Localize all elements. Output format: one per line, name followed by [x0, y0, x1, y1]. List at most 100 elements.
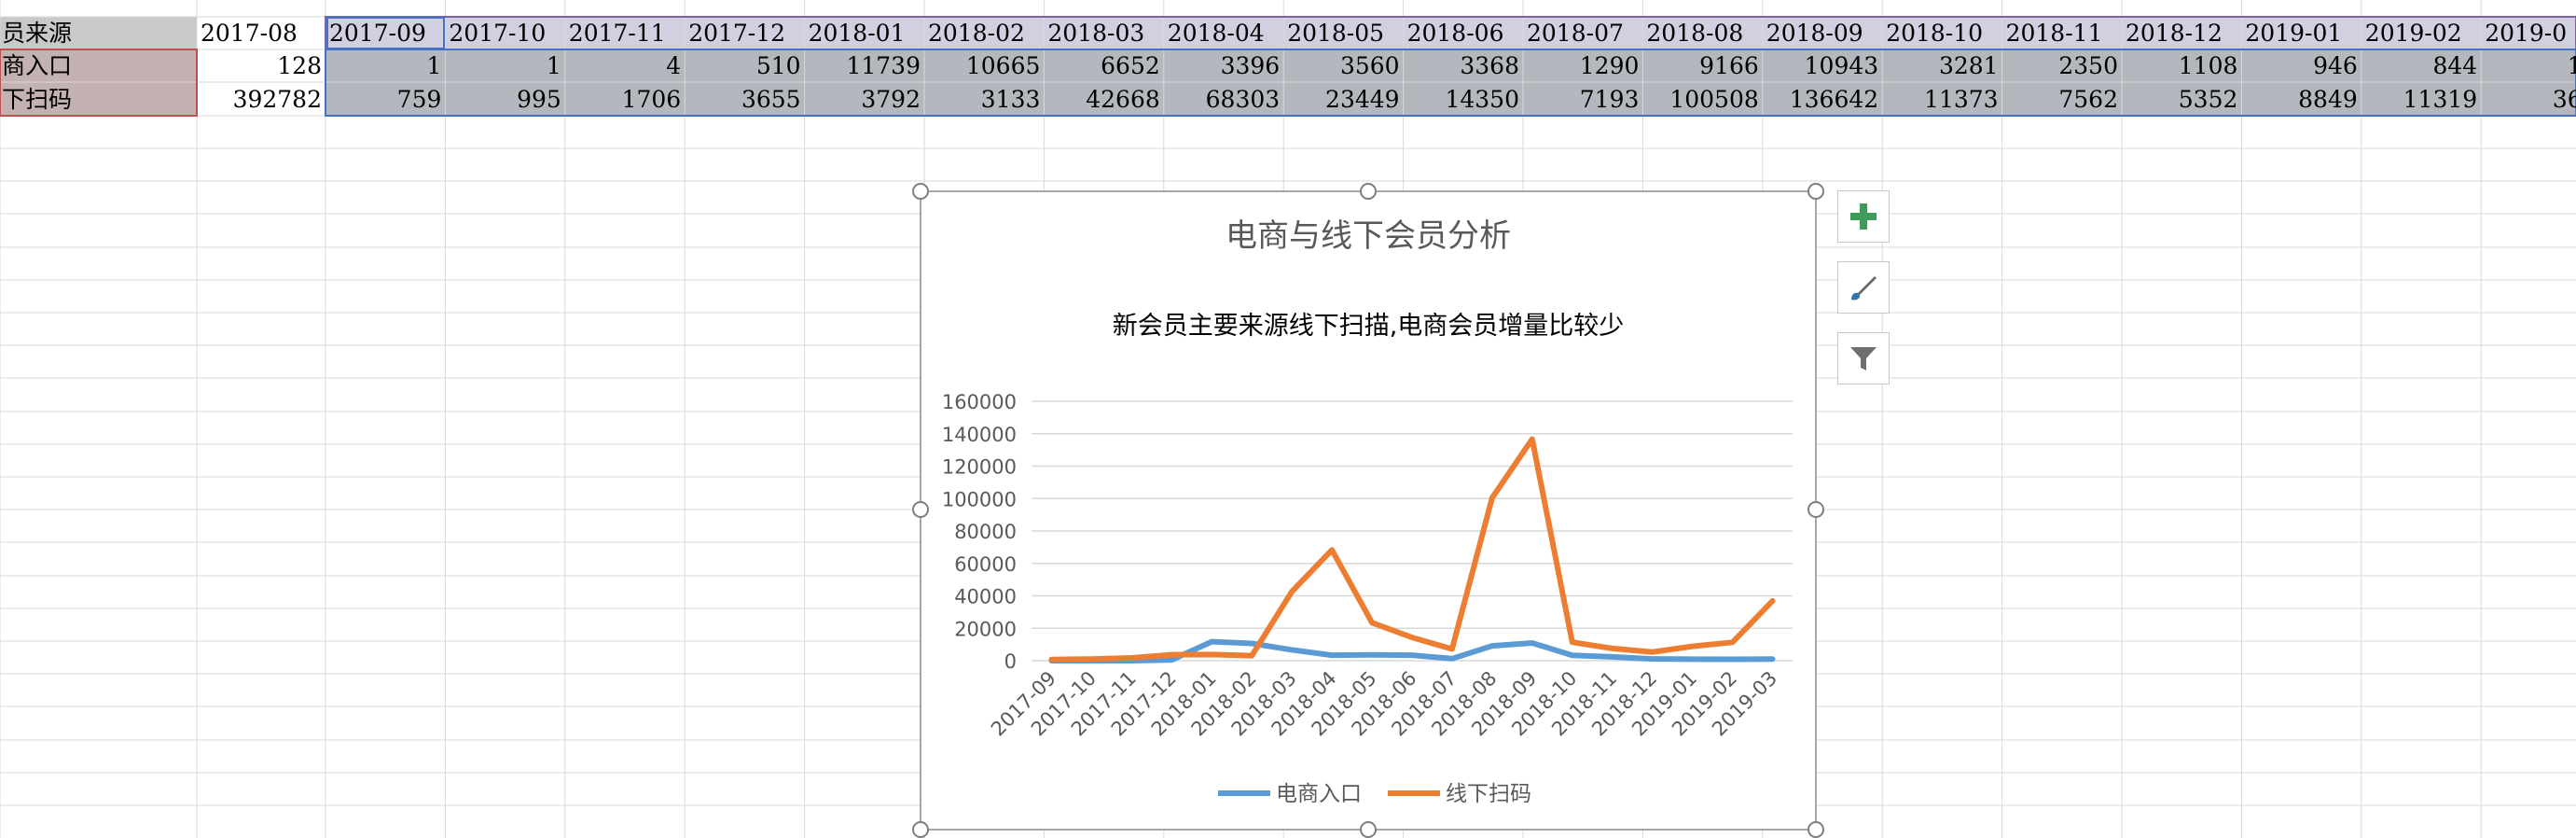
header-cell[interactable]: 2019-0 [2485, 20, 2568, 47]
data-cell[interactable]: 3792 [861, 85, 921, 113]
header-cell[interactable]: 2017-10 [449, 20, 547, 47]
header-cell[interactable]: 2019-01 [2245, 20, 2343, 47]
plot-area: 0 20000 40000 60000 80000 100000 120000 140000 1… [942, 391, 1793, 741]
data-cell[interactable]: 3281 [1938, 52, 1999, 79]
header-cell[interactable]: 2019-02 [2364, 20, 2462, 47]
y-tick-label: 100000 [942, 488, 1017, 510]
y-tick-label: 140000 [942, 424, 1017, 446]
header-cell[interactable]: 2018-10 [1886, 20, 1984, 47]
data-cell[interactable]: 1 [546, 52, 561, 79]
data-cell[interactable]: 6652 [1101, 52, 1160, 79]
data-cell[interactable]: 8849 [2298, 85, 2358, 113]
resize-handle-top-left[interactable] [912, 183, 929, 200]
label-header-band [0, 17, 197, 49]
data-cell[interactable]: 136642 [1789, 85, 1879, 113]
header-cell[interactable]: 员来源 [2, 20, 73, 47]
data-cell[interactable]: 1 [426, 52, 442, 79]
header-cell[interactable]: 2018-05 [1287, 20, 1385, 47]
y-tick-label: 20000 [954, 618, 1017, 640]
chart-elements-button[interactable] [1837, 190, 1890, 243]
series-line-2[interactable] [1048, 436, 1776, 663]
data-range-outline [325, 49, 2576, 117]
header-cell[interactable]: 2018-07 [1527, 20, 1624, 47]
header-cell[interactable]: 2018-03 [1047, 20, 1145, 47]
data-cell[interactable]: 5352 [2178, 85, 2238, 113]
resize-handle-left[interactable] [912, 501, 929, 518]
header-cell[interactable]: 2018-01 [808, 20, 906, 47]
header-cell[interactable]: 2018-12 [2126, 20, 2223, 47]
label-range-outline [0, 49, 198, 117]
data-cell[interactable]: 1108 [2178, 52, 2238, 79]
resize-handle-top[interactable] [1360, 183, 1377, 200]
data-cell[interactable]: 392782 [232, 85, 322, 113]
resize-handle-top-right[interactable] [1807, 183, 1824, 200]
data-cell[interactable]: 7562 [2058, 85, 2118, 113]
header-cell[interactable]: 2018-09 [1766, 20, 1863, 47]
active-cell-outline [326, 17, 445, 49]
y-tick-label: 0 [1004, 650, 1017, 673]
chart-area[interactable]: 电商与线下会员分析 新会员主要来源线下扫描,电商会员增量比较少 0 20000 40… [920, 190, 1817, 831]
data-cell[interactable]: 1290 [1579, 52, 1640, 79]
data-cell[interactable]: 510 [755, 52, 801, 79]
header-row-band [325, 17, 2576, 49]
data-cell[interactable]: 100508 [1669, 85, 1759, 113]
data-cell[interactable]: 10943 [1804, 52, 1879, 79]
data-cell[interactable]: 11319 [2403, 85, 2478, 113]
header-cell[interactable]: 2017-11 [568, 20, 666, 47]
chart-title[interactable]: 电商与线下会员分析 [1226, 217, 1511, 255]
resize-handle-bottom[interactable] [1360, 821, 1377, 838]
y-tick-label: 40000 [954, 586, 1017, 608]
chart-filters-button[interactable] [1837, 332, 1890, 384]
header-cell[interactable]: 2017-08 [201, 20, 298, 47]
data-cell[interactable]: 11739 [846, 52, 921, 79]
data-cell[interactable]: 369 [2552, 85, 2576, 113]
row-label-cell[interactable]: 商入口 [2, 52, 73, 79]
data-cell[interactable]: 13 [2567, 52, 2576, 79]
data-cell[interactable]: 3560 [1339, 52, 1400, 79]
header-cell[interactable]: 2018-04 [1167, 20, 1265, 47]
header-cell[interactable]: 2017-12 [688, 20, 786, 47]
data-cell[interactable]: 68303 [1205, 85, 1281, 113]
data-cell[interactable]: 10665 [965, 52, 1041, 79]
y-tick-label: 120000 [942, 456, 1017, 479]
resize-handle-right[interactable] [1807, 501, 1824, 518]
series-line-1[interactable] [1048, 638, 1776, 663]
plus-icon [1850, 203, 1877, 230]
data-cell[interactable]: 9166 [1699, 52, 1759, 79]
y-tick-label: 80000 [954, 521, 1017, 543]
legend[interactable]: 电商入口 线下扫码 [1218, 782, 1531, 806]
header-cell[interactable]: 2018-08 [1646, 20, 1744, 47]
data-cell[interactable]: 23449 [1325, 85, 1400, 113]
row-label-cell[interactable]: 下扫码 [2, 85, 73, 113]
data-cell[interactable]: 3368 [1460, 52, 1519, 79]
header-cell[interactable]: 2017-09 [329, 20, 426, 47]
data-cell[interactable]: 1706 [621, 85, 682, 113]
legend-label[interactable]: 线下扫码 [1446, 782, 1531, 806]
data-cell[interactable]: 2350 [2058, 52, 2118, 79]
data-cell[interactable]: 995 [517, 85, 561, 113]
funnel-icon [1850, 347, 1877, 370]
data-cell[interactable]: 946 [2313, 52, 2358, 79]
data-cell[interactable]: 4 [666, 52, 682, 79]
data-cell[interactable]: 844 [2432, 52, 2478, 79]
line-chart: 电商与线下会员分析 新会员主要来源线下扫描,电商会员增量比较少 0 20000 40… [942, 217, 1793, 806]
data-cell[interactable]: 3655 [741, 85, 801, 113]
header-cell[interactable]: 2018-11 [2005, 20, 2103, 47]
resize-handle-bottom-right[interactable] [1807, 821, 1824, 838]
chart-styles-button[interactable] [1837, 261, 1890, 314]
y-tick-label: 160000 [942, 391, 1017, 413]
data-cell[interactable]: 3133 [980, 85, 1041, 113]
data-cell[interactable]: 42668 [1086, 85, 1160, 113]
data-cell[interactable]: 759 [396, 85, 442, 113]
data-cell[interactable]: 3396 [1220, 52, 1281, 79]
y-tick-label: 60000 [954, 553, 1017, 576]
data-cell[interactable]: 7193 [1579, 85, 1640, 113]
legend-label[interactable]: 电商入口 [1276, 782, 1362, 806]
header-cell[interactable]: 2018-02 [928, 20, 1025, 47]
resize-handle-bottom-left[interactable] [912, 821, 929, 838]
data-cell[interactable]: 11373 [1924, 85, 1999, 113]
data-cell[interactable]: 128 [277, 52, 322, 79]
header-cell[interactable]: 2018-06 [1406, 20, 1504, 47]
data-cell[interactable]: 14350 [1445, 85, 1519, 113]
chart-subtitle[interactable]: 新会员主要来源线下扫描,电商会员增量比较少 [1113, 312, 1625, 341]
